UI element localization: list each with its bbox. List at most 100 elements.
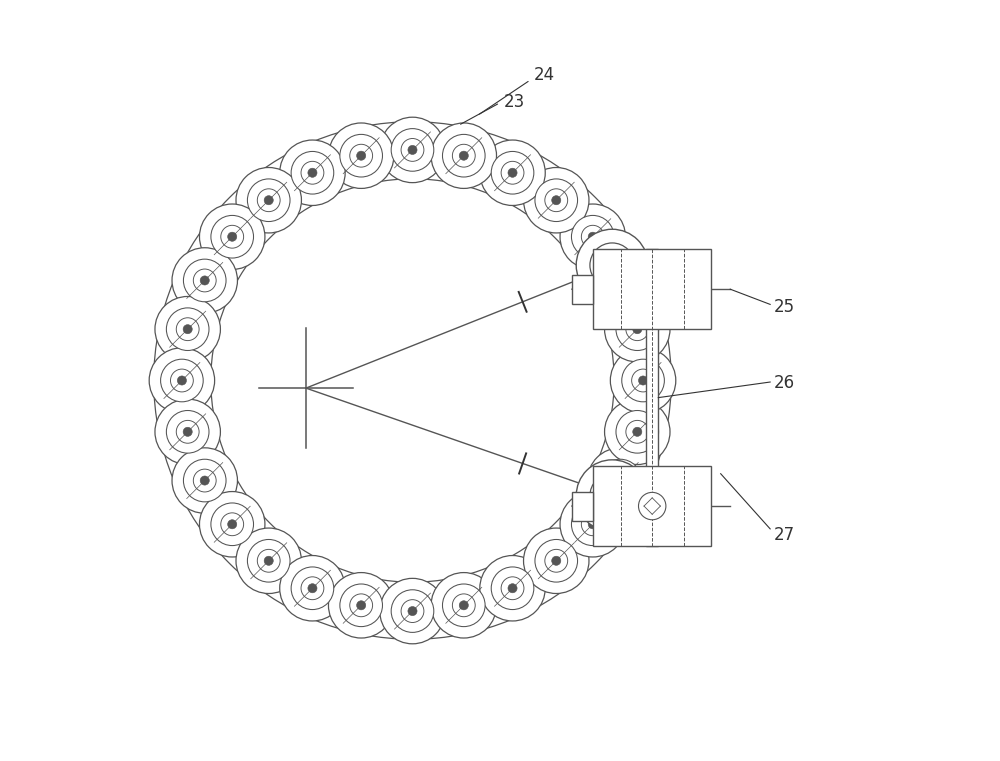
Circle shape bbox=[571, 215, 614, 258]
Circle shape bbox=[459, 600, 468, 610]
Circle shape bbox=[155, 399, 220, 464]
Circle shape bbox=[639, 492, 666, 520]
Circle shape bbox=[480, 140, 545, 205]
Circle shape bbox=[581, 225, 604, 248]
Circle shape bbox=[605, 297, 670, 362]
Circle shape bbox=[211, 503, 254, 546]
Circle shape bbox=[524, 528, 589, 594]
Circle shape bbox=[545, 189, 568, 212]
Circle shape bbox=[431, 123, 497, 189]
Circle shape bbox=[357, 151, 366, 161]
Circle shape bbox=[600, 484, 624, 508]
Circle shape bbox=[340, 135, 382, 177]
Circle shape bbox=[545, 549, 568, 572]
Circle shape bbox=[301, 161, 324, 184]
Circle shape bbox=[149, 348, 215, 413]
Circle shape bbox=[431, 572, 497, 638]
Circle shape bbox=[480, 556, 545, 621]
Circle shape bbox=[183, 459, 226, 501]
Circle shape bbox=[581, 513, 604, 536]
Circle shape bbox=[176, 420, 199, 443]
Circle shape bbox=[188, 156, 637, 605]
Circle shape bbox=[609, 269, 632, 292]
Circle shape bbox=[535, 179, 578, 221]
Text: 24: 24 bbox=[534, 66, 555, 84]
Circle shape bbox=[633, 325, 642, 334]
Circle shape bbox=[609, 493, 615, 498]
Circle shape bbox=[576, 460, 648, 532]
Circle shape bbox=[590, 243, 634, 288]
Circle shape bbox=[639, 376, 648, 385]
Circle shape bbox=[200, 476, 209, 485]
Circle shape bbox=[590, 473, 634, 518]
Circle shape bbox=[633, 427, 642, 436]
Circle shape bbox=[588, 248, 653, 314]
Circle shape bbox=[228, 232, 237, 241]
Circle shape bbox=[199, 204, 265, 269]
Circle shape bbox=[408, 607, 417, 616]
Circle shape bbox=[391, 129, 434, 171]
Circle shape bbox=[632, 369, 654, 392]
Circle shape bbox=[609, 263, 615, 268]
Circle shape bbox=[442, 584, 485, 626]
Bar bbox=[572, 275, 593, 304]
Circle shape bbox=[301, 577, 324, 600]
Circle shape bbox=[452, 145, 475, 167]
Circle shape bbox=[535, 540, 578, 582]
Circle shape bbox=[380, 117, 445, 183]
Circle shape bbox=[211, 215, 254, 258]
Circle shape bbox=[340, 584, 382, 626]
Circle shape bbox=[524, 167, 589, 233]
Circle shape bbox=[588, 520, 597, 529]
Circle shape bbox=[177, 376, 186, 385]
Circle shape bbox=[308, 168, 317, 177]
Circle shape bbox=[221, 513, 244, 536]
Circle shape bbox=[264, 556, 273, 565]
Circle shape bbox=[616, 410, 659, 453]
Circle shape bbox=[401, 600, 424, 622]
Circle shape bbox=[599, 260, 642, 302]
Circle shape bbox=[328, 123, 394, 189]
Circle shape bbox=[622, 359, 664, 402]
Bar bbox=[593, 466, 711, 546]
Circle shape bbox=[328, 572, 394, 638]
Circle shape bbox=[280, 556, 345, 621]
Circle shape bbox=[616, 276, 625, 285]
Circle shape bbox=[166, 410, 209, 453]
Circle shape bbox=[552, 196, 561, 205]
Circle shape bbox=[508, 168, 517, 177]
Circle shape bbox=[491, 151, 534, 194]
Circle shape bbox=[247, 179, 290, 221]
Circle shape bbox=[610, 348, 676, 413]
Circle shape bbox=[576, 229, 648, 301]
Circle shape bbox=[350, 145, 373, 167]
Circle shape bbox=[200, 276, 209, 285]
Circle shape bbox=[588, 232, 597, 241]
Text: 25: 25 bbox=[774, 298, 795, 316]
Circle shape bbox=[193, 469, 216, 492]
Bar bbox=[572, 492, 593, 521]
Circle shape bbox=[183, 427, 192, 436]
Circle shape bbox=[626, 420, 649, 443]
Circle shape bbox=[380, 578, 445, 644]
Circle shape bbox=[391, 590, 434, 632]
Circle shape bbox=[257, 189, 280, 212]
Circle shape bbox=[552, 556, 561, 565]
Circle shape bbox=[626, 318, 649, 341]
Circle shape bbox=[605, 399, 670, 464]
Circle shape bbox=[501, 577, 524, 600]
Circle shape bbox=[183, 325, 192, 334]
Circle shape bbox=[491, 567, 534, 610]
Circle shape bbox=[600, 253, 624, 277]
Circle shape bbox=[508, 584, 517, 593]
Circle shape bbox=[357, 600, 366, 610]
Circle shape bbox=[560, 492, 625, 557]
Circle shape bbox=[236, 167, 301, 233]
Circle shape bbox=[176, 318, 199, 341]
Circle shape bbox=[199, 492, 265, 557]
Circle shape bbox=[501, 161, 524, 184]
Circle shape bbox=[350, 594, 373, 616]
Circle shape bbox=[308, 584, 317, 593]
Circle shape bbox=[166, 308, 209, 351]
Circle shape bbox=[236, 528, 301, 594]
